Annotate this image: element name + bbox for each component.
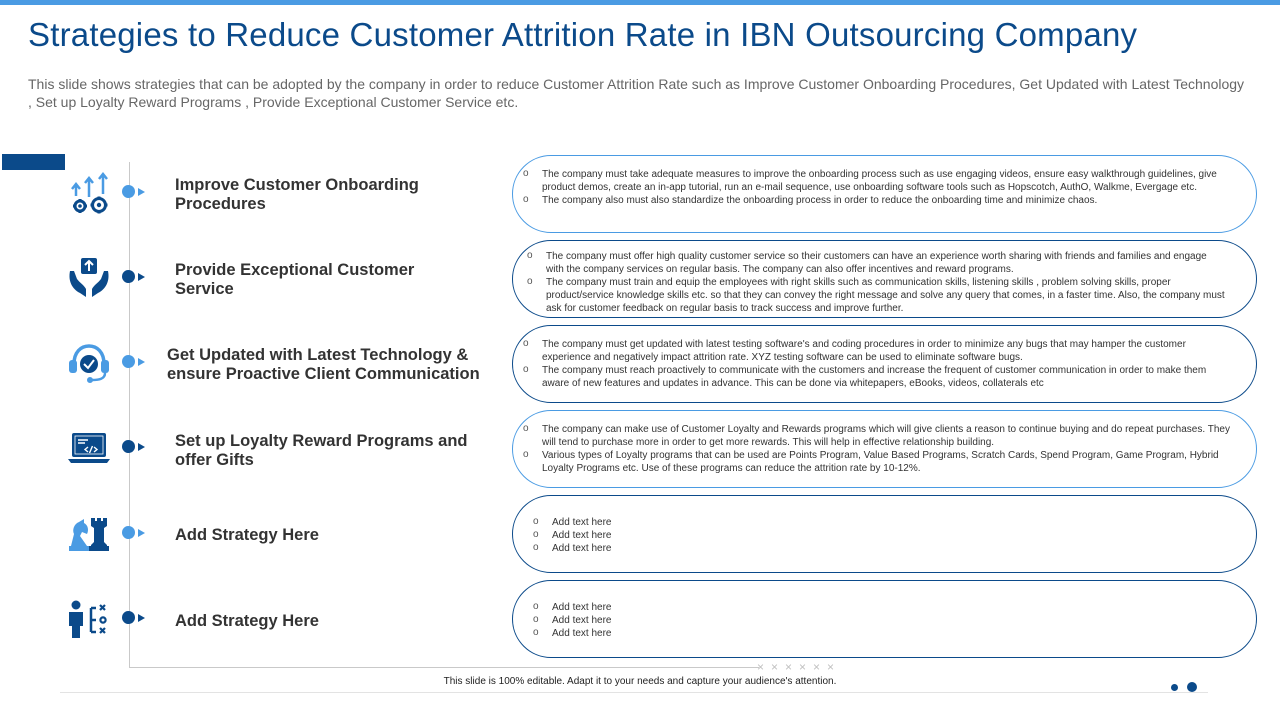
- detail-point: The company must get updated with latest…: [523, 337, 1234, 364]
- timeline-arrow: [138, 529, 145, 537]
- timeline-dot: [122, 355, 135, 368]
- timeline-arrow: [138, 443, 145, 451]
- chess-pieces-icon: [66, 512, 112, 558]
- slide-title: Strategies to Reduce Customer Attrition …: [28, 16, 1138, 53]
- timeline-arrow: [138, 188, 145, 196]
- strategy-label: Add Strategy Here: [175, 612, 319, 630]
- strategy-detail-box: The company can make use of Customer Loy…: [512, 410, 1257, 488]
- laptop-code-icon: [66, 425, 112, 471]
- hands-upload-icon: [66, 255, 112, 301]
- strategy-person-icon: [66, 598, 112, 644]
- strategy-detail-box: The company must take adequate measures …: [512, 155, 1257, 233]
- footer-note: This slide is 100% editable. Adapt it to…: [443, 676, 837, 687]
- strategy-label: Set up Loyalty Reward Programs and offer …: [175, 432, 468, 469]
- detail-point: The company must take adequate measures …: [523, 167, 1228, 194]
- timeline-dot: [122, 440, 135, 453]
- detail-point: Various types of Loyalty programs that c…: [523, 448, 1234, 475]
- timeline-arrow: [138, 273, 145, 281]
- footer-dot: [1187, 682, 1197, 692]
- detail-point: The company must offer high quality cust…: [527, 249, 1226, 276]
- detail-point: Add text here: [533, 626, 1236, 640]
- top-accent-bar: [0, 0, 1280, 5]
- timeline-dot: [122, 270, 135, 283]
- detail-point: Add text here: [533, 515, 1236, 529]
- headset-chat-icon: [66, 340, 112, 386]
- strategy-detail-box: Add text here Add text here Add text her…: [512, 580, 1257, 658]
- detail-point: Add text here: [533, 613, 1236, 627]
- timeline-dot: [122, 526, 135, 539]
- timeline-line: [129, 162, 130, 668]
- timeline-bottom-line: [129, 667, 759, 668]
- timeline-dot: [122, 611, 135, 624]
- slide-subtitle: This slide shows strategies that can be …: [28, 76, 1245, 110]
- corner-accent: [2, 154, 65, 170]
- strategy-detail-box: The company must get updated with latest…: [512, 325, 1257, 403]
- timeline-dot: [122, 185, 135, 198]
- detail-point: The company must train and equip the emp…: [527, 275, 1226, 315]
- decor-marks: ××××××: [757, 660, 842, 674]
- timeline-arrow: [138, 358, 145, 366]
- strategy-detail-box: The company must offer high quality cust…: [512, 240, 1257, 318]
- detail-point: Add text here: [533, 528, 1236, 542]
- strategy-label: Add Strategy Here: [175, 526, 319, 544]
- strategy-detail-box: Add text here Add text here Add text her…: [512, 495, 1257, 573]
- strategy-label: Provide Exceptional Customer Service: [175, 261, 415, 298]
- detail-point: The company must reach proactively to co…: [523, 363, 1234, 390]
- strategy-label: Get Updated with Latest Technology & ensu…: [167, 346, 480, 383]
- detail-point: The company can make use of Customer Loy…: [523, 422, 1234, 449]
- strategy-label: Improve Customer Onboarding Procedures: [175, 176, 419, 213]
- detail-point: Add text here: [533, 541, 1236, 555]
- detail-point: Add text here: [533, 600, 1236, 614]
- footer-dot: [1171, 684, 1178, 691]
- detail-point: The company also must also standardize t…: [523, 193, 1228, 207]
- timeline-arrow: [138, 614, 145, 622]
- footer-divider: [60, 692, 1208, 693]
- gears-arrows-icon: [66, 171, 112, 218]
